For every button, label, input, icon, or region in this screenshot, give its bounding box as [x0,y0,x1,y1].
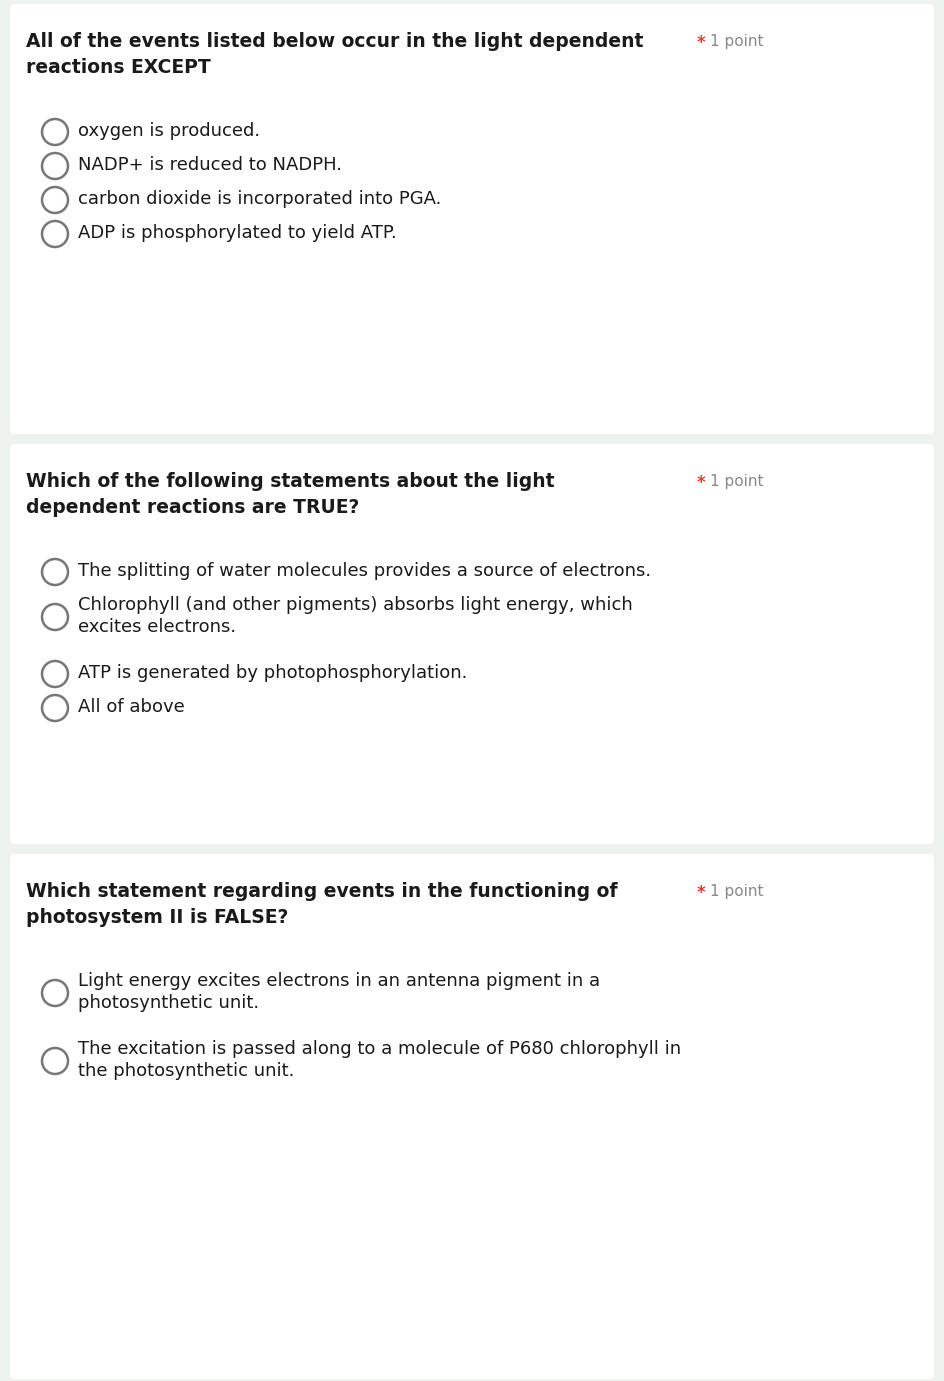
Text: the photosynthetic unit.: the photosynthetic unit. [78,1062,295,1080]
FancyBboxPatch shape [10,4,934,434]
Text: Light energy excites electrons in an antenna pigment in a: Light energy excites electrons in an ant… [78,972,600,990]
Text: All of the events listed below occur in the light dependent: All of the events listed below occur in … [26,32,644,51]
Text: 1 point: 1 point [710,35,764,48]
Text: excites electrons.: excites electrons. [78,619,236,637]
Text: The splitting of water molecules provides a source of electrons.: The splitting of water molecules provide… [78,562,651,580]
Text: The excitation is passed along to a molecule of P680 chlorophyll in: The excitation is passed along to a mole… [78,1040,682,1058]
Text: photosynthetic unit.: photosynthetic unit. [78,994,259,1012]
Text: *: * [697,35,705,52]
Text: NADP+ is reduced to NADPH.: NADP+ is reduced to NADPH. [78,156,342,174]
Text: carbon dioxide is incorporated into PGA.: carbon dioxide is incorporated into PGA. [78,191,442,209]
Text: All of above: All of above [78,697,185,715]
Text: Chlorophyll (and other pigments) absorbs light energy, which: Chlorophyll (and other pigments) absorbs… [78,597,632,615]
Text: *: * [697,474,705,492]
Text: *: * [697,884,705,902]
Text: Which statement regarding events in the functioning of: Which statement regarding events in the … [26,882,617,900]
Text: dependent reactions are TRUE?: dependent reactions are TRUE? [26,499,360,516]
FancyBboxPatch shape [10,853,934,1380]
Text: ATP is generated by photophosphorylation.: ATP is generated by photophosphorylation… [78,664,467,682]
FancyBboxPatch shape [10,445,934,844]
Text: reactions EXCEPT: reactions EXCEPT [26,58,211,77]
Text: Which of the following statements about the light: Which of the following statements about … [26,472,554,492]
Text: photosystem II is FALSE?: photosystem II is FALSE? [26,907,288,927]
Text: oxygen is produced.: oxygen is produced. [78,122,261,139]
Text: ADP is phosphorylated to yield ATP.: ADP is phosphorylated to yield ATP. [78,224,396,242]
Text: 1 point: 1 point [710,884,764,899]
Text: 1 point: 1 point [710,474,764,489]
